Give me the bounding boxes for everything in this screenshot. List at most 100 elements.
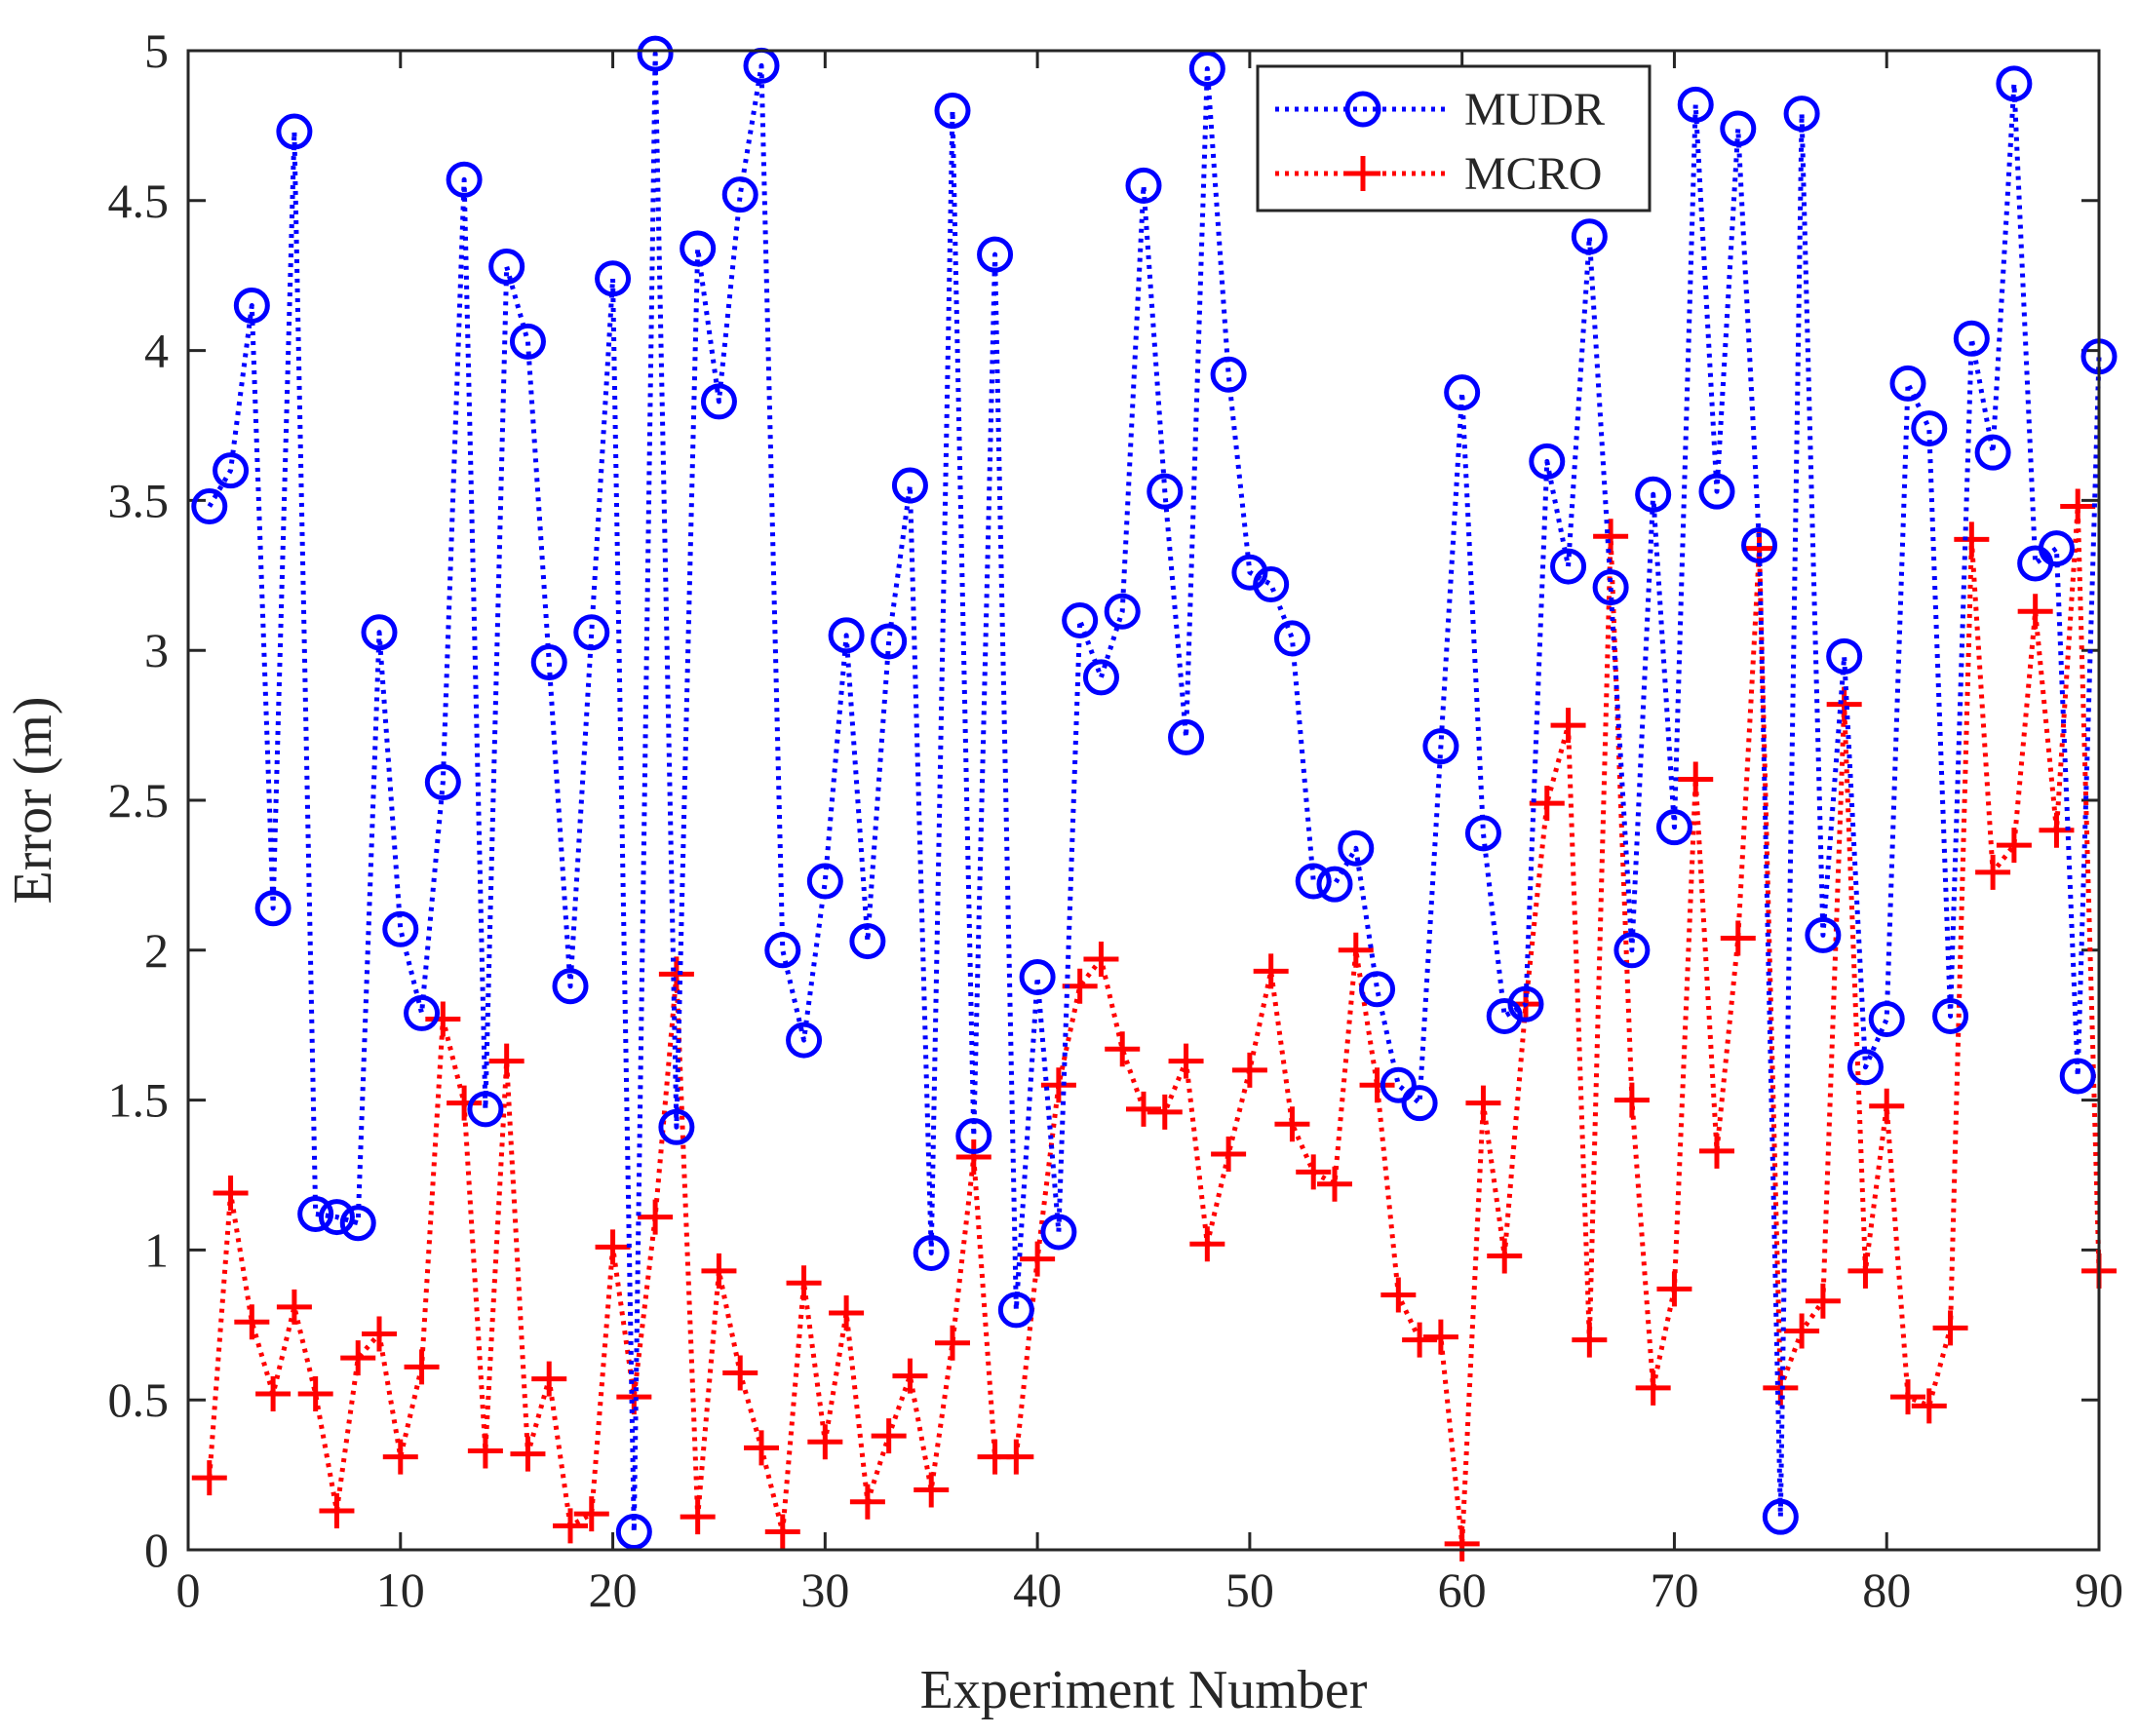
data-point-mcro bbox=[595, 1229, 631, 1265]
data-point-mcro bbox=[1083, 942, 1119, 978]
data-point-mcro bbox=[1805, 1283, 1841, 1319]
data-point-mcro bbox=[1890, 1379, 1925, 1415]
data-point-mcro bbox=[510, 1436, 546, 1472]
data-point-mudr bbox=[1550, 548, 1587, 585]
data-point-mudr bbox=[828, 617, 865, 654]
data-point-mcro bbox=[1529, 786, 1565, 822]
data-point-mcro bbox=[234, 1304, 270, 1340]
data-point-mudr bbox=[530, 644, 567, 681]
data-point-mcro bbox=[1954, 521, 1990, 558]
data-point-mudr bbox=[1168, 718, 1205, 755]
data-point-mudr bbox=[1592, 569, 1629, 606]
data-point-mudr bbox=[1889, 365, 1926, 402]
data-point-mudr bbox=[1147, 473, 1184, 510]
y-tick-label: 2 bbox=[144, 923, 169, 978]
x-tick-label: 20 bbox=[589, 1562, 638, 1617]
y-tick-label: 4 bbox=[144, 324, 169, 378]
data-point-mcro bbox=[1572, 1322, 1608, 1358]
data-point-mudr bbox=[637, 35, 674, 72]
y-tick-label: 1 bbox=[144, 1222, 169, 1277]
data-point-mcro bbox=[1105, 1031, 1141, 1067]
data-point-mudr bbox=[1422, 728, 1459, 765]
data-point-mcro bbox=[786, 1265, 822, 1301]
data-point-mcro bbox=[425, 1001, 461, 1037]
data-point-mudr bbox=[595, 260, 632, 297]
y-tick-label: 5 bbox=[144, 23, 169, 78]
data-point-mudr bbox=[1125, 167, 1162, 204]
y-tick-label: 0.5 bbox=[108, 1372, 170, 1427]
data-point-mudr bbox=[1677, 86, 1714, 123]
data-point-mcro bbox=[488, 1043, 525, 1079]
data-point-mcro bbox=[1168, 1043, 1204, 1079]
data-point-mudr bbox=[1613, 932, 1651, 969]
data-point-mudr bbox=[1953, 320, 1990, 357]
data-point-mcro bbox=[1613, 1082, 1650, 1118]
x-axis-label: Experiment Number bbox=[920, 1660, 1368, 1720]
data-point-mcro bbox=[807, 1424, 843, 1460]
data-point-mcro bbox=[362, 1316, 397, 1352]
data-point-mcro bbox=[1826, 686, 1862, 722]
data-point-mudr bbox=[276, 113, 313, 150]
data-point-mudr bbox=[191, 488, 228, 525]
data-point-mudr bbox=[1104, 593, 1141, 630]
data-point-mcro bbox=[1678, 761, 1714, 797]
legend-label-mudr: MUDR bbox=[1464, 84, 1605, 135]
data-point-mudr bbox=[1507, 985, 1544, 1022]
data-point-mudr bbox=[1762, 1498, 1799, 1535]
data-point-mcro bbox=[553, 1508, 588, 1544]
data-point-mcro bbox=[1380, 1277, 1417, 1313]
data-point-mudr bbox=[955, 1118, 992, 1155]
data-point-mcro bbox=[2060, 488, 2096, 524]
y-tick-label: 1.5 bbox=[108, 1073, 170, 1128]
data-point-mcro bbox=[573, 1496, 609, 1532]
data-point-mcro bbox=[1402, 1322, 1438, 1358]
legend-box bbox=[1256, 64, 1652, 212]
data-point-mcro bbox=[1444, 1525, 1480, 1562]
data-point-mcro bbox=[1847, 1253, 1884, 1289]
data-point-mudr bbox=[509, 323, 546, 360]
data-point-mcro bbox=[447, 1085, 483, 1121]
data-point-mudr bbox=[1188, 50, 1225, 87]
data-point-mcro bbox=[1296, 1154, 1332, 1190]
data-point-mudr bbox=[1635, 476, 1672, 513]
data-point-mcro bbox=[1699, 1133, 1734, 1169]
data-point-mcro bbox=[255, 1376, 292, 1412]
data-point-mcro bbox=[701, 1253, 737, 1289]
data-point-mcro bbox=[829, 1295, 865, 1331]
data-point-mudr bbox=[1253, 566, 1290, 603]
x-tick-label: 80 bbox=[1862, 1562, 1911, 1617]
data-point-mcro bbox=[1211, 1136, 1247, 1172]
data-point-mcro bbox=[404, 1349, 440, 1385]
data-point-mudr bbox=[488, 248, 525, 285]
y-axis-label: Error (m) bbox=[3, 696, 63, 904]
data-point-mcro bbox=[1189, 1226, 1225, 1262]
data-point-mudr bbox=[1338, 829, 1375, 867]
y-tick-label: 4.5 bbox=[108, 174, 170, 228]
data-point-mcro bbox=[1126, 1091, 1161, 1127]
data-point-mudr bbox=[764, 932, 801, 969]
data-point-mudr bbox=[1529, 443, 1566, 480]
data-point-mudr bbox=[361, 614, 398, 651]
data-point-mudr bbox=[1720, 110, 1757, 147]
data-point-mudr bbox=[1019, 958, 1056, 995]
y-tick-label: 3 bbox=[144, 623, 169, 677]
data-point-mudr bbox=[1846, 1049, 1884, 1086]
data-point-mudr bbox=[721, 176, 758, 213]
data-point-mcro bbox=[340, 1340, 376, 1376]
data-point-mudr bbox=[1359, 971, 1396, 1008]
data-point-mcro bbox=[467, 1433, 503, 1469]
data-point-mudr bbox=[700, 383, 737, 420]
data-point-mudr bbox=[1444, 374, 1481, 411]
data-point-mudr bbox=[680, 230, 717, 267]
data-point-mcro bbox=[1465, 1085, 1501, 1121]
y-tick-label: 2.5 bbox=[108, 773, 170, 828]
data-point-mudr bbox=[1401, 1085, 1438, 1122]
data-point-mcro bbox=[1911, 1388, 1947, 1424]
data-point-mcro bbox=[1274, 1106, 1310, 1142]
legend-item-mudr: MUDR bbox=[1275, 84, 1605, 135]
legend-item-mcro: MCRO bbox=[1275, 148, 1602, 200]
data-point-mudr bbox=[318, 1199, 355, 1236]
data-point-mcro bbox=[638, 1199, 674, 1235]
plot-area bbox=[188, 51, 2099, 1550]
data-point-mudr bbox=[446, 161, 483, 198]
